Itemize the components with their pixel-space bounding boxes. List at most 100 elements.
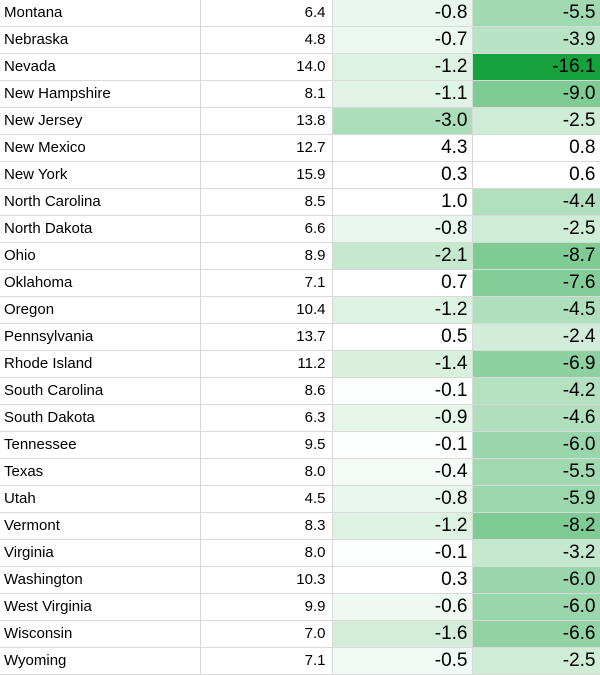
state-cell[interactable]: Tennessee bbox=[0, 431, 201, 460]
change-2-cell[interactable]: -8.2 bbox=[472, 512, 600, 541]
change-1-cell[interactable]: 1.0 bbox=[332, 188, 473, 217]
change-2-cell[interactable]: 0.6 bbox=[472, 161, 600, 190]
change-1-cell[interactable]: -1.1 bbox=[332, 80, 473, 109]
value-cell[interactable]: 8.1 bbox=[200, 80, 333, 109]
state-cell[interactable]: Utah bbox=[0, 485, 201, 514]
value-cell[interactable]: 7.1 bbox=[200, 269, 333, 298]
state-cell[interactable]: Wisconsin bbox=[0, 620, 201, 649]
change-2-cell[interactable]: -2.5 bbox=[472, 107, 600, 136]
value-cell[interactable]: 11.2 bbox=[200, 350, 333, 379]
value-cell[interactable]: 8.9 bbox=[200, 242, 333, 271]
change-1-cell[interactable]: 0.3 bbox=[332, 566, 473, 595]
change-1-cell[interactable]: 4.3 bbox=[332, 134, 473, 163]
value-cell[interactable]: 8.0 bbox=[200, 458, 333, 487]
change-1-cell[interactable]: -2.1 bbox=[332, 242, 473, 271]
value-cell[interactable]: 14.0 bbox=[200, 53, 333, 82]
state-cell[interactable]: North Dakota bbox=[0, 215, 201, 244]
value-cell[interactable]: 15.9 bbox=[200, 161, 333, 190]
value-cell[interactable]: 8.0 bbox=[200, 539, 333, 568]
state-cell[interactable]: Montana bbox=[0, 0, 201, 28]
value-cell[interactable]: 7.1 bbox=[200, 647, 333, 675]
change-2-cell[interactable]: -6.0 bbox=[472, 593, 600, 622]
change-1-cell[interactable]: -0.8 bbox=[332, 485, 473, 514]
value-cell[interactable]: 13.8 bbox=[200, 107, 333, 136]
change-1-cell[interactable]: 0.7 bbox=[332, 269, 473, 298]
change-2-cell[interactable]: -3.2 bbox=[472, 539, 600, 568]
value-cell[interactable]: 4.8 bbox=[200, 26, 333, 55]
change-2-cell[interactable]: -5.5 bbox=[472, 458, 600, 487]
value-cell[interactable]: 4.5 bbox=[200, 485, 333, 514]
change-1-cell[interactable]: -1.6 bbox=[332, 620, 473, 649]
value-cell[interactable]: 6.6 bbox=[200, 215, 333, 244]
change-2-cell[interactable]: -9.0 bbox=[472, 80, 600, 109]
state-cell[interactable]: Oklahoma bbox=[0, 269, 201, 298]
change-1-cell[interactable]: -1.2 bbox=[332, 296, 473, 325]
change-1-cell[interactable]: -1.2 bbox=[332, 512, 473, 541]
change-2-cell[interactable]: -2.5 bbox=[472, 215, 600, 244]
change-2-cell[interactable]: -6.9 bbox=[472, 350, 600, 379]
value-cell[interactable]: 10.3 bbox=[200, 566, 333, 595]
change-2-cell[interactable]: -16.1 bbox=[472, 53, 600, 82]
state-cell[interactable]: New Jersey bbox=[0, 107, 201, 136]
value-cell[interactable]: 8.5 bbox=[200, 188, 333, 217]
change-2-cell[interactable]: -3.9 bbox=[472, 26, 600, 55]
value-cell[interactable]: 7.0 bbox=[200, 620, 333, 649]
value-cell[interactable]: 13.7 bbox=[200, 323, 333, 352]
change-1-cell[interactable]: -0.1 bbox=[332, 431, 473, 460]
value-cell[interactable]: 8.3 bbox=[200, 512, 333, 541]
change-2-cell[interactable]: -6.6 bbox=[472, 620, 600, 649]
state-cell[interactable]: South Dakota bbox=[0, 404, 201, 433]
change-1-cell[interactable]: -1.2 bbox=[332, 53, 473, 82]
change-2-cell[interactable]: 0.8 bbox=[472, 134, 600, 163]
change-2-cell[interactable]: -5.9 bbox=[472, 485, 600, 514]
value-cell[interactable]: 9.9 bbox=[200, 593, 333, 622]
change-2-cell[interactable]: -5.5 bbox=[472, 0, 600, 28]
change-2-cell[interactable]: -4.4 bbox=[472, 188, 600, 217]
change-2-cell[interactable]: -4.6 bbox=[472, 404, 600, 433]
state-cell[interactable]: Virginia bbox=[0, 539, 201, 568]
value-cell[interactable]: 8.6 bbox=[200, 377, 333, 406]
change-2-cell[interactable]: -4.5 bbox=[472, 296, 600, 325]
value-cell[interactable]: 12.7 bbox=[200, 134, 333, 163]
state-cell[interactable]: Vermont bbox=[0, 512, 201, 541]
state-cell[interactable]: Oregon bbox=[0, 296, 201, 325]
state-cell[interactable]: Washington bbox=[0, 566, 201, 595]
change-1-cell[interactable]: -0.5 bbox=[332, 647, 473, 675]
change-1-cell[interactable]: -1.4 bbox=[332, 350, 473, 379]
state-cell[interactable]: New York bbox=[0, 161, 201, 190]
state-cell[interactable]: New Mexico bbox=[0, 134, 201, 163]
change-2-cell[interactable]: -2.5 bbox=[472, 647, 600, 675]
change-2-cell[interactable]: -6.0 bbox=[472, 566, 600, 595]
state-cell[interactable]: Nevada bbox=[0, 53, 201, 82]
change-1-cell[interactable]: -0.8 bbox=[332, 215, 473, 244]
change-1-cell[interactable]: -0.6 bbox=[332, 593, 473, 622]
change-1-cell[interactable]: -0.1 bbox=[332, 377, 473, 406]
change-1-cell[interactable]: 0.3 bbox=[332, 161, 473, 190]
state-cell[interactable]: Rhode Island bbox=[0, 350, 201, 379]
state-cell[interactable]: Ohio bbox=[0, 242, 201, 271]
value-cell[interactable]: 9.5 bbox=[200, 431, 333, 460]
change-1-cell[interactable]: -0.4 bbox=[332, 458, 473, 487]
state-cell[interactable]: Nebraska bbox=[0, 26, 201, 55]
change-2-cell[interactable]: -4.2 bbox=[472, 377, 600, 406]
change-1-cell[interactable]: -0.8 bbox=[332, 0, 473, 28]
change-1-cell[interactable]: -0.7 bbox=[332, 26, 473, 55]
change-2-cell[interactable]: -2.4 bbox=[472, 323, 600, 352]
state-cell[interactable]: Wyoming bbox=[0, 647, 201, 675]
state-cell[interactable]: West Virginia bbox=[0, 593, 201, 622]
change-2-cell[interactable]: -7.6 bbox=[472, 269, 600, 298]
change-1-cell[interactable]: -0.9 bbox=[332, 404, 473, 433]
state-cell[interactable]: Pennsylvania bbox=[0, 323, 201, 352]
value-cell[interactable]: 6.4 bbox=[200, 0, 333, 28]
state-cell[interactable]: North Carolina bbox=[0, 188, 201, 217]
change-2-cell[interactable]: -6.0 bbox=[472, 431, 600, 460]
change-1-cell[interactable]: -3.0 bbox=[332, 107, 473, 136]
change-1-cell[interactable]: 0.5 bbox=[332, 323, 473, 352]
change-1-cell[interactable]: -0.1 bbox=[332, 539, 473, 568]
state-cell[interactable]: Texas bbox=[0, 458, 201, 487]
change-2-cell[interactable]: -8.7 bbox=[472, 242, 600, 271]
state-cell[interactable]: New Hampshire bbox=[0, 80, 201, 109]
value-cell[interactable]: 6.3 bbox=[200, 404, 333, 433]
value-cell[interactable]: 10.4 bbox=[200, 296, 333, 325]
state-cell[interactable]: South Carolina bbox=[0, 377, 201, 406]
